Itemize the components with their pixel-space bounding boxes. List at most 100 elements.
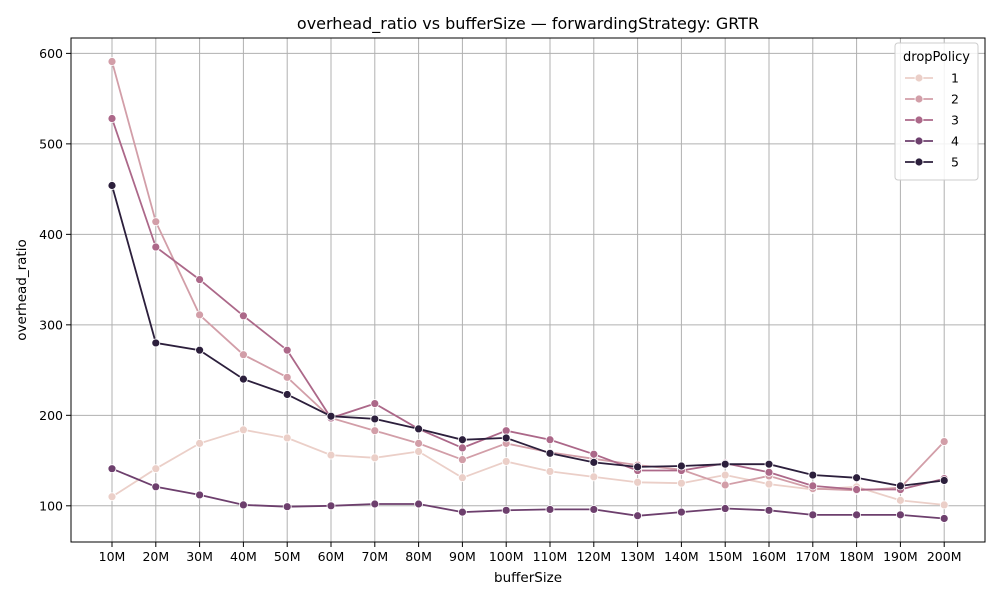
series-2: [107, 57, 949, 495]
data-point: [195, 275, 205, 284]
x-tick-label: 50M: [274, 549, 301, 564]
x-tick-label: 90M: [449, 549, 476, 564]
legend-item: 1: [905, 71, 959, 86]
x-tick-label: 80M: [405, 549, 432, 564]
x-tick-label: 10M: [99, 549, 126, 564]
data-point: [589, 457, 599, 467]
data-point: [939, 514, 949, 523]
y-tick-label: 600: [39, 46, 63, 61]
series-line: [111, 185, 945, 487]
legend-title: dropPolicy: [903, 50, 970, 65]
data-point: [896, 510, 905, 520]
data-point: [326, 501, 336, 511]
data-point: [501, 433, 511, 443]
data-point: [545, 435, 555, 445]
data-point: [939, 476, 949, 485]
data-point: [151, 482, 161, 492]
data-point: [764, 459, 774, 469]
legend-item: 3: [905, 113, 959, 128]
data-point: [238, 374, 248, 384]
series-line: [111, 467, 945, 520]
x-tick-label: 200M: [927, 549, 962, 564]
x-tick-label: 150M: [708, 549, 743, 564]
data-point: [633, 462, 642, 472]
series-3: [107, 114, 949, 494]
data-point: [677, 478, 686, 488]
x-tick-label: 40M: [230, 549, 257, 564]
x-axis: 10M 20M 30M 40M 50M 60M 70M 80M 90M 100M 110M 120M 1…: [99, 542, 962, 564]
data-point: [852, 510, 861, 520]
data-point: [107, 57, 117, 66]
data-point: [852, 473, 861, 483]
data-point: [151, 338, 161, 348]
data-point: [238, 425, 248, 435]
data-point: [282, 372, 292, 382]
data-point: [720, 459, 730, 469]
data-point: [238, 350, 248, 360]
data-point: [501, 426, 511, 436]
data-point: [633, 477, 642, 487]
data-point: [282, 502, 292, 512]
data-point: [720, 504, 730, 513]
series-line: [111, 61, 945, 492]
data-point: [764, 505, 774, 515]
legend-item: 2: [905, 92, 959, 107]
x-tick-label: 110M: [533, 549, 568, 564]
data-point: [370, 399, 380, 408]
data-point: [677, 461, 686, 471]
legend-label: 1: [951, 71, 959, 86]
data-point: [545, 448, 555, 458]
legend-swatch-marker: [914, 136, 924, 146]
data-point: [370, 414, 380, 424]
data-point: [852, 485, 861, 494]
x-tick-label: 130M: [620, 549, 655, 564]
data-point: [457, 455, 467, 465]
x-tick-label: 120M: [576, 549, 611, 564]
legend-label: 3: [951, 113, 959, 128]
data-point: [326, 411, 336, 421]
data-point: [238, 500, 248, 510]
data-point: [151, 464, 161, 474]
x-tick-label: 20M: [142, 549, 169, 564]
x-tick-label: 190M: [883, 549, 918, 564]
data-point: [764, 467, 774, 477]
legend-swatch-marker: [914, 94, 924, 104]
data-point: [457, 473, 467, 483]
data-point: [414, 499, 424, 509]
legend-item: 4: [905, 134, 959, 149]
data-point: [151, 217, 161, 227]
data-point: [107, 492, 117, 502]
series-line: [111, 428, 945, 506]
x-tick-label: 70M: [361, 549, 388, 564]
data-point: [326, 450, 336, 460]
y-axis: 100 200 300 400 500 600: [39, 46, 71, 513]
data-point: [501, 505, 511, 515]
legend-label: 2: [951, 92, 959, 107]
y-tick-label: 200: [39, 408, 63, 423]
data-point: [370, 453, 380, 463]
series-4: [107, 464, 949, 523]
data-point: [720, 480, 730, 490]
data-point: [195, 490, 205, 500]
data-point: [720, 470, 730, 480]
data-point: [457, 507, 467, 517]
legend-swatch-marker: [914, 115, 924, 125]
series-line: [111, 118, 945, 491]
data-point: [282, 390, 292, 399]
data-point: [808, 481, 818, 491]
y-tick-label: 300: [39, 317, 63, 332]
data-point: [195, 438, 205, 448]
legend-swatch-marker: [914, 157, 924, 167]
data-point: [589, 505, 599, 514]
data-point: [501, 457, 511, 466]
data-point: [370, 499, 380, 509]
data-point: [414, 447, 424, 456]
x-tick-label: 170M: [795, 549, 830, 564]
data-point: [633, 511, 642, 521]
data-point: [414, 438, 424, 448]
data-point: [677, 507, 686, 517]
plot-frame: [70, 37, 986, 543]
data-point: [107, 464, 117, 474]
x-tick-label: 100M: [489, 549, 524, 564]
